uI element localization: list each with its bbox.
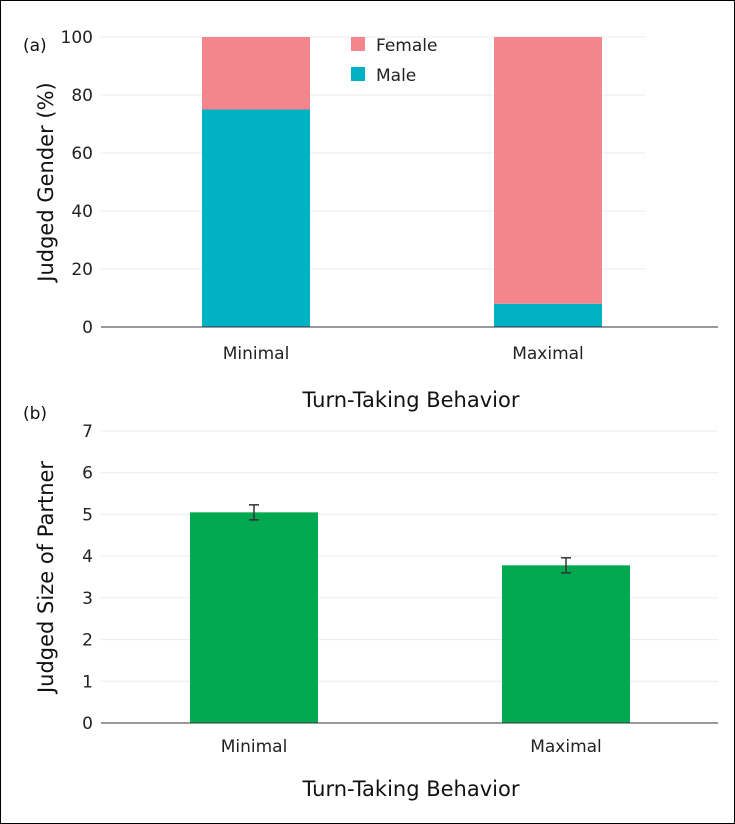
panel-a-y-title: Judged Gender (%) <box>34 82 58 284</box>
panel-b-y-tick-label: 7 <box>82 422 93 442</box>
panel-b-x-tick-label: Minimal <box>221 737 288 757</box>
panel-a-x-ticks: Minimal Maximal <box>223 344 584 364</box>
bar-female-minimal <box>202 37 310 110</box>
panel-a-y-ticks: 0 20 40 60 80 100 <box>61 28 93 338</box>
panel-b-y-tick-label: 0 <box>82 714 93 734</box>
panel-b-error-bars <box>249 504 571 574</box>
panel-b: (b) 0 1 2 3 4 5 6 7 Minimal Maximal Turn-Taking … <box>23 404 718 801</box>
panel-b-bars <box>190 512 630 723</box>
panel-a-x-title: Turn-Taking Behavior <box>302 388 520 412</box>
bar-minimal <box>190 512 318 723</box>
panel-b-y-ticks: 0 1 2 3 4 5 6 7 <box>82 422 93 734</box>
panel-b-y-tick-label: 6 <box>82 464 93 484</box>
panel-b-y-tick-label: 5 <box>82 505 93 525</box>
panel-b-y-tick-label: 2 <box>82 631 93 651</box>
panel-b-x-ticks: Minimal Maximal <box>221 737 602 757</box>
bar-male-minimal <box>202 109 310 327</box>
legend-swatch-male <box>351 67 365 81</box>
panel-b-x-title: Turn-Taking Behavior <box>302 777 520 801</box>
panel-a: (a) 0 20 40 60 80 100 Minimal Maximal Turn-Tak… <box>23 28 718 412</box>
panel-a-legend: Female Male <box>351 36 437 86</box>
error-bar-maximal <box>561 557 571 574</box>
panel-b-y-title: Judged Size of Partner <box>34 461 58 695</box>
bar-female-maximal <box>494 37 602 304</box>
panel-a-y-tick-label: 0 <box>82 318 93 338</box>
panel-a-y-tick-label: 80 <box>71 86 93 106</box>
bar-male-maximal <box>494 303 602 327</box>
panel-a-y-tick-label: 100 <box>61 28 93 48</box>
bar-maximal <box>502 565 630 723</box>
panel-a-x-tick-label: Minimal <box>223 344 290 364</box>
panel-b-y-tick-label: 3 <box>82 589 93 609</box>
panel-a-y-tick-label: 20 <box>71 260 93 280</box>
panel-b-y-tick-label: 4 <box>82 547 93 567</box>
legend-label-female: Female <box>376 36 437 56</box>
panel-b-y-tick-label: 1 <box>82 672 93 692</box>
panel-a-y-tick-label: 60 <box>71 144 93 164</box>
panel-b-label: (b) <box>23 404 47 424</box>
error-bar-minimal <box>249 504 259 521</box>
panel-a-bars <box>202 37 602 327</box>
panel-b-x-tick-label: Maximal <box>530 737 602 757</box>
panel-a-label: (a) <box>23 36 47 56</box>
legend-swatch-female <box>351 37 365 51</box>
legend-label-male: Male <box>376 66 416 86</box>
panel-a-y-tick-label: 40 <box>71 202 93 222</box>
panel-a-x-tick-label: Maximal <box>512 344 584 364</box>
